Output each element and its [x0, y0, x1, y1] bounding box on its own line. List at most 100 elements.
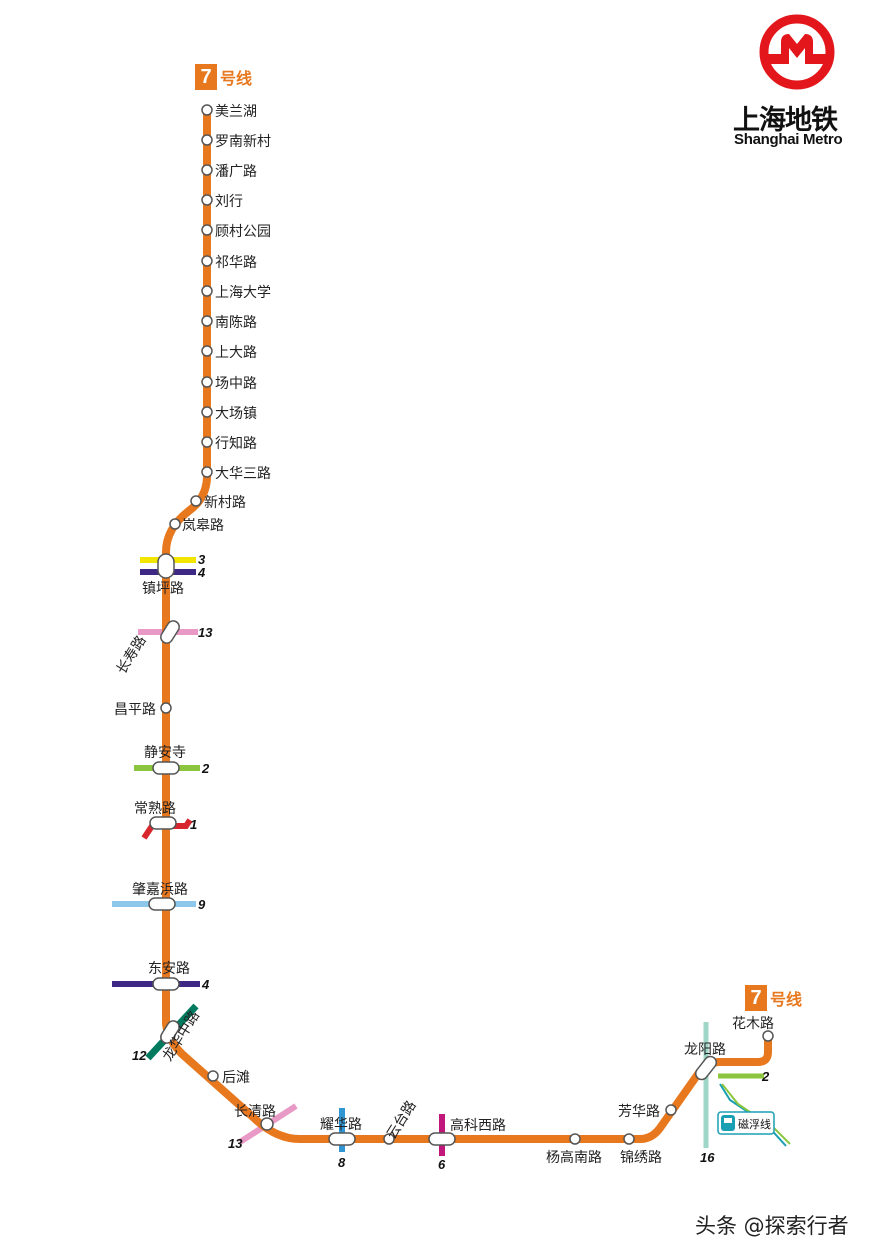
station-dot: [160, 702, 172, 714]
station-label: 杨高南路: [546, 1149, 602, 1166]
station-label: 大华三路: [215, 466, 271, 482]
station-changshoulu[interactable]: 长寿路: [113, 619, 181, 677]
station-label: 上海大学: [215, 285, 271, 301]
transfer-label-8: 8: [338, 1155, 346, 1170]
station-dot: [383, 1133, 395, 1145]
station-houtan[interactable]: 后滩: [207, 1070, 250, 1086]
station-dot: [201, 194, 213, 206]
station-label: 美兰湖: [215, 104, 257, 120]
interchange-marker: [148, 897, 176, 911]
station-dot: [201, 134, 213, 146]
station-zhenpinglu[interactable]: 镇坪路: [142, 553, 184, 597]
station-dot: [665, 1104, 677, 1116]
line-title: 号线: [220, 69, 253, 88]
transfer-label-2: 2: [761, 1069, 770, 1084]
line-badge-top: 7 号线: [195, 64, 252, 90]
line-number: 7: [745, 985, 767, 1011]
station-nanchenlu[interactable]: 南陈路: [201, 314, 257, 331]
station-dot: [201, 406, 213, 418]
interchange-marker: [160, 620, 180, 644]
station-gaokexilu[interactable]: 高科西路: [428, 1117, 506, 1146]
station-label: 潘广路: [215, 164, 257, 180]
station-label: 锦绣路: [620, 1149, 662, 1166]
line-7-track: [162, 106, 772, 1143]
station-fanghualu[interactable]: 芳华路: [618, 1103, 677, 1120]
station-jinxiulu[interactable]: 锦绣路: [620, 1133, 662, 1166]
transfer-label-4: 4: [197, 565, 206, 580]
interchange-marker: [149, 816, 177, 830]
transfer-label-13: 13: [198, 625, 213, 640]
station-changpinglu[interactable]: 昌平路: [114, 702, 172, 718]
station-dot: [569, 1133, 581, 1145]
station-label: 大场镇: [215, 406, 257, 422]
station-label: 芳华路: [618, 1103, 660, 1120]
station-donganlu[interactable]: 东安路: [148, 961, 190, 991]
station-label: 上大路: [215, 345, 257, 361]
station-dot: [201, 436, 213, 448]
station-dot: [201, 315, 213, 327]
station-label: 长清路: [234, 1104, 276, 1120]
transfer-label-6: 6: [438, 1157, 446, 1172]
watermark: 头条 @探索行者: [695, 1214, 849, 1238]
station-dot: [190, 495, 202, 507]
station-label: 祁华路: [215, 255, 257, 271]
station-qihualu[interactable]: 祁华路: [201, 255, 257, 271]
station-zhaojiabanglu[interactable]: 肇嘉浜路: [132, 882, 188, 911]
transfer-label-12: 12: [132, 1048, 147, 1063]
line-title: 号线: [770, 990, 803, 1009]
station-label: 高科西路: [450, 1117, 506, 1134]
station-dot: [169, 518, 181, 530]
interchange-marker: [152, 761, 180, 775]
station-longyanglu[interactable]: 龙阳路: [684, 1042, 726, 1082]
station-label: 昌平路: [114, 702, 156, 718]
station-label: 静安寺: [144, 745, 186, 761]
station-dot: [623, 1133, 635, 1145]
station-dot: [201, 345, 213, 357]
station-panguanglu[interactable]: 潘广路: [201, 164, 257, 180]
station-dachangzhen[interactable]: 大场镇: [201, 406, 257, 422]
transfer-label-3: 3: [198, 552, 206, 567]
brand-name-en: Shanghai Metro: [734, 131, 843, 148]
station-dot: [201, 466, 213, 478]
station-changqinglu[interactable]: 长清路: [234, 1104, 276, 1131]
line-number: 7: [195, 64, 217, 90]
station-langaolu[interactable]: 岚皋路: [169, 518, 224, 534]
station-xingzhilu[interactable]: 行知路: [201, 435, 257, 452]
transfer-label-4: 4: [201, 977, 210, 992]
station-label: 新村路: [204, 495, 246, 511]
interchange-marker: [694, 1055, 718, 1081]
station-yanggaonanlu[interactable]: 杨高南路: [546, 1133, 602, 1166]
station-dot: [201, 164, 213, 176]
station-label: 罗南新村: [215, 134, 271, 150]
station-label: 岚皋路: [182, 518, 224, 534]
station-dot: [762, 1030, 774, 1042]
station-liuhang[interactable]: 刘行: [201, 194, 243, 210]
maglev-label: 磁浮线: [738, 1117, 771, 1131]
station-jingansi[interactable]: 静安寺: [144, 745, 186, 775]
maglev-badge: 磁浮线: [717, 1111, 775, 1135]
station-shanghaidaxue[interactable]: 上海大学: [201, 285, 271, 301]
station-yaohualu[interactable]: 耀华路: [320, 1117, 362, 1146]
station-luonanxincun[interactable]: 罗南新村: [201, 134, 271, 150]
brand-name-zh: 上海地铁: [733, 105, 838, 136]
interchange-marker: [260, 1117, 274, 1131]
station-shangdalu[interactable]: 上大路: [201, 345, 257, 361]
station-label: 刘行: [215, 194, 243, 210]
station-changshulu[interactable]: 常熟路: [134, 801, 177, 830]
station-label: 场中路: [215, 376, 257, 392]
station-meilanhu[interactable]: 美兰湖: [201, 104, 257, 120]
station-huamulu[interactable]: 花木路: [732, 1016, 774, 1042]
station-label: 常熟路: [134, 801, 176, 817]
station-label: 花木路: [732, 1016, 774, 1032]
line-badge-bottom: 7 号线: [745, 985, 802, 1011]
station-dahuasanlu[interactable]: 大华三路: [201, 466, 271, 482]
transfer-stubs: [112, 557, 791, 1156]
station-xincunlu[interactable]: 新村路: [190, 495, 246, 511]
interchange-marker: [157, 553, 175, 579]
station-label: 镇坪路: [142, 581, 184, 597]
station-dot: [201, 104, 213, 116]
interchange-marker: [428, 1132, 456, 1146]
transfer-label-13: 13: [228, 1136, 243, 1151]
station-gucungongyuan[interactable]: 顾村公园: [201, 224, 271, 240]
station-changzhonglu[interactable]: 场中路: [201, 376, 257, 392]
